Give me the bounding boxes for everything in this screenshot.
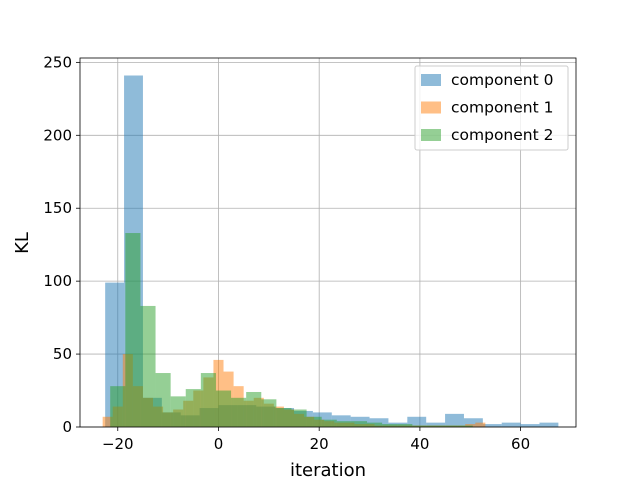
y-ticks: 0 50 100 150 200 250 [43, 53, 80, 436]
legend-label: component 0 [451, 71, 553, 89]
y-tick-label: 250 [43, 53, 72, 71]
bar [520, 424, 540, 427]
bar [427, 425, 443, 427]
legend-item: component 2 [421, 126, 553, 144]
bar [170, 396, 186, 427]
bar [463, 418, 483, 427]
bar [215, 390, 232, 427]
y-tick-label: 100 [43, 272, 72, 290]
bar [475, 422, 486, 427]
bar [397, 424, 413, 427]
bar [367, 422, 383, 427]
x-tick-label: 40 [410, 435, 429, 453]
bar [412, 425, 428, 427]
bar [125, 233, 141, 427]
series-2 [110, 233, 473, 427]
legend-label: component 2 [451, 126, 553, 144]
x-ticks: −20 0 20 40 60 [102, 427, 530, 453]
legend-swatch [421, 74, 441, 86]
y-tick-label: 200 [43, 126, 72, 144]
bar [291, 409, 307, 427]
bar [321, 419, 337, 427]
bar [482, 424, 502, 427]
bar [231, 397, 247, 427]
bar [351, 421, 368, 427]
bar [110, 386, 126, 427]
legend-box [414, 65, 569, 151]
legend-swatch [421, 129, 441, 141]
x-axis-label: iteration [290, 460, 366, 480]
x-tick-label: 20 [310, 435, 329, 453]
bar [336, 421, 352, 427]
bar [102, 416, 113, 427]
bar [445, 413, 464, 427]
plot-frame [79, 57, 577, 428]
y-axis-label: KL [12, 232, 33, 254]
bar [140, 305, 156, 427]
bar [276, 408, 292, 427]
bar [539, 422, 559, 427]
bars [102, 75, 559, 427]
legend-item: component 1 [421, 99, 553, 117]
y-tick-label: 150 [43, 199, 72, 217]
bar [246, 391, 262, 427]
bar [442, 425, 458, 427]
legend-label: component 1 [451, 99, 553, 117]
bar [306, 416, 322, 427]
x-tick-label: 0 [214, 435, 224, 453]
bar [382, 424, 398, 427]
bar [185, 389, 201, 427]
y-tick-label: 50 [53, 345, 72, 363]
legend-swatch [421, 101, 441, 114]
legend: component 0 component 1 component 2 [414, 65, 569, 151]
x-tick-label: −20 [102, 435, 134, 453]
bar [426, 422, 446, 427]
legend-item: component 0 [421, 71, 553, 89]
y-tick-label: 0 [62, 418, 72, 436]
bar [200, 373, 216, 427]
bar [155, 373, 171, 427]
x-tick-label: 60 [511, 435, 530, 453]
bar [261, 399, 277, 427]
bar [407, 416, 427, 427]
bar [457, 425, 473, 427]
bar [501, 422, 521, 427]
